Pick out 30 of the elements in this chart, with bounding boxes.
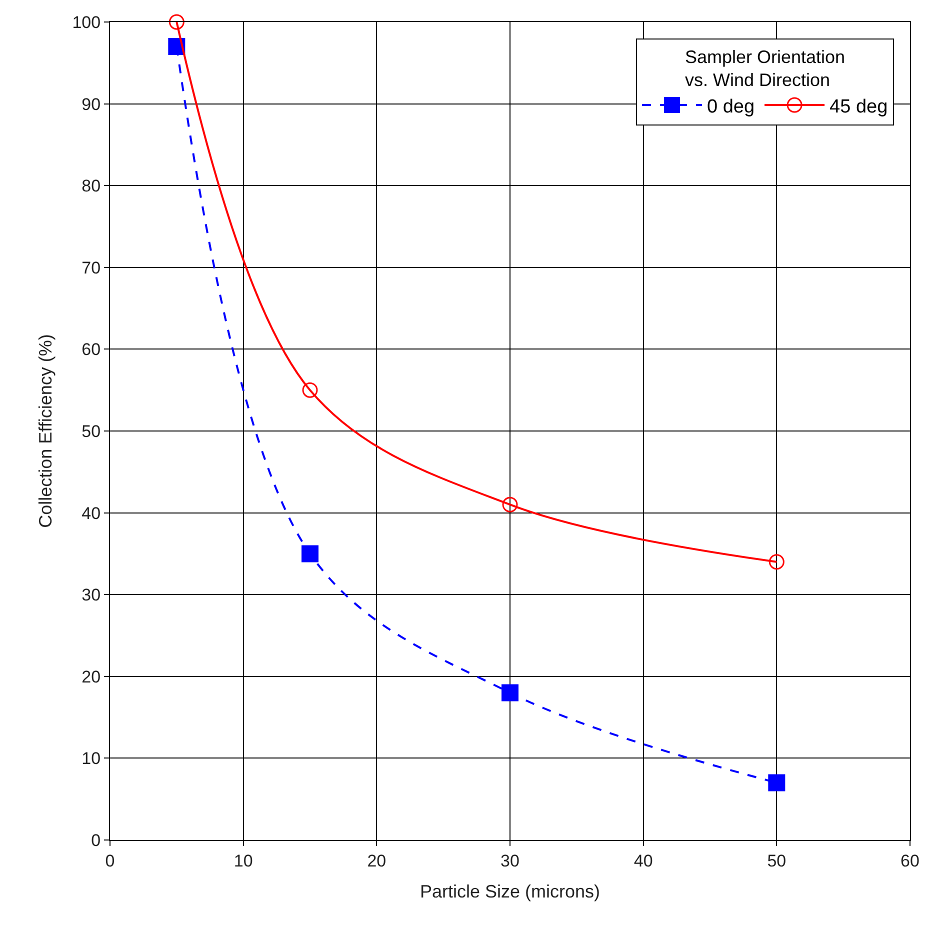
y-tick-label: 100	[72, 12, 101, 32]
x-tick-label: 20	[367, 851, 386, 870]
y-tick-label: 20	[82, 667, 101, 686]
y-tick-label: 60	[82, 340, 101, 360]
point	[768, 554, 784, 570]
point	[502, 684, 518, 702]
legend-label: 0 deg	[707, 96, 755, 118]
x-tick-label: 0	[105, 851, 115, 870]
x-tick-label: 60	[900, 851, 920, 870]
point	[302, 382, 318, 398]
y-tick-label: 30	[82, 586, 101, 605]
x-tick-label: 40	[634, 851, 653, 870]
y-tick-label: 10	[82, 749, 101, 768]
y-tick-label: 50	[82, 422, 101, 441]
y-tick-label: 40	[82, 504, 101, 523]
y-axis-title: Collection Efficiency (%)	[35, 334, 56, 528]
x-axis-title: Particle Size (microns)	[420, 882, 600, 902]
x-tick-label: 10	[234, 851, 253, 870]
y-tick-label: 0	[91, 830, 101, 850]
legend-label: 45 deg	[830, 96, 888, 118]
y-tick-label: 80	[82, 176, 101, 196]
x-tick-label: 30	[500, 851, 520, 870]
point	[768, 774, 786, 792]
point	[168, 14, 184, 30]
point	[302, 545, 318, 562]
y-tick-label: 90	[82, 94, 101, 114]
legend-title: Sampler Orientation vs. Wind Direction	[684, 46, 846, 90]
x-tick-label: 50	[767, 851, 786, 870]
point	[502, 496, 518, 512]
y-tick-label: 70	[82, 258, 101, 278]
